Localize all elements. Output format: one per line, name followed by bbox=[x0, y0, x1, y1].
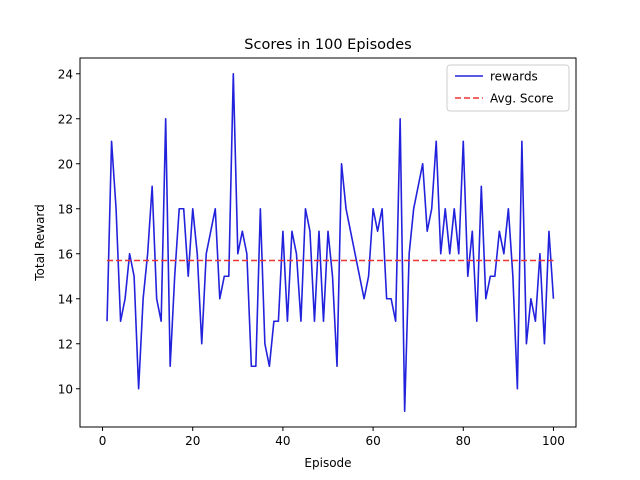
x-axis-ticks: 0 20 40 60 80 100 bbox=[99, 427, 565, 448]
legend-label: rewards bbox=[490, 70, 538, 84]
y-tick-label: 12 bbox=[58, 337, 73, 351]
x-tick-label: 0 bbox=[99, 434, 107, 448]
y-tick-label: 24 bbox=[58, 67, 73, 81]
y-tick-label: 16 bbox=[58, 247, 73, 261]
y-tick-label: 20 bbox=[58, 157, 73, 171]
plot-area bbox=[79, 57, 577, 428]
legend-label: Avg. Score bbox=[490, 92, 553, 106]
x-axis-label: Episode bbox=[304, 456, 351, 470]
x-tick-label: 80 bbox=[456, 434, 471, 448]
x-tick-label: 40 bbox=[275, 434, 290, 448]
axes-frame bbox=[79, 57, 577, 428]
x-tick-label: 60 bbox=[365, 434, 380, 448]
y-tick-label: 14 bbox=[58, 292, 73, 306]
legend: rewards Avg. Score bbox=[446, 64, 570, 112]
y-tick-label: 10 bbox=[58, 382, 73, 396]
y-tick-label: 18 bbox=[58, 202, 73, 216]
x-tick-label: 20 bbox=[185, 434, 200, 448]
y-tick-label: 22 bbox=[58, 112, 73, 126]
x-tick-label: 100 bbox=[542, 434, 565, 448]
series-line-rewards bbox=[106, 72, 555, 413]
chart-title: Scores in 100 Episodes bbox=[244, 37, 411, 53]
y-axis-ticks: 10 12 14 16 18 20 22 24 bbox=[58, 67, 80, 396]
y-axis-label: Total Reward bbox=[33, 204, 47, 282]
